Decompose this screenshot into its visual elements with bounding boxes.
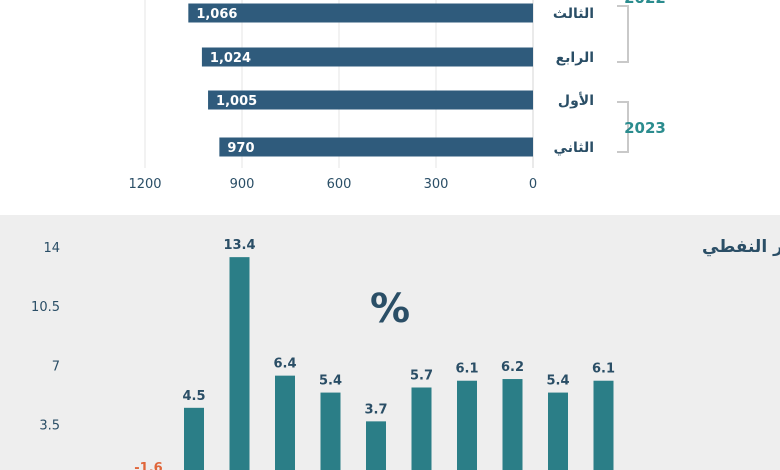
x-tick-label: 900 xyxy=(230,177,255,192)
bottom-panel xyxy=(0,215,780,470)
y-tick-label: 7 xyxy=(52,359,60,374)
x-tick-label: 1200 xyxy=(128,177,161,192)
bar-value-label: 970 xyxy=(227,141,254,156)
bar-value-label: 1,005 xyxy=(216,94,257,109)
bar xyxy=(184,407,204,470)
bar xyxy=(188,3,533,23)
bar xyxy=(219,137,533,157)
category-label: الثالث xyxy=(553,6,594,22)
x-tick-label: 600 xyxy=(327,177,352,192)
bar-value-label: 13.4 xyxy=(223,238,255,253)
year-label: 2022 xyxy=(624,0,666,7)
y-tick-label: 14 xyxy=(43,241,60,256)
bar xyxy=(320,392,341,470)
y-tick-label: 3.5 xyxy=(39,419,60,434)
category-label: الرابع xyxy=(556,50,594,66)
bar xyxy=(457,380,477,470)
y-tick-label: 10.5 xyxy=(31,300,60,315)
bar-value-label: 6.4 xyxy=(273,357,296,372)
bar-value-label: 5.4 xyxy=(319,374,342,389)
panel-divider-shape xyxy=(520,180,780,215)
x-tick-label: 0 xyxy=(529,177,537,192)
bar-value-label: -1.6 xyxy=(134,461,162,470)
bar xyxy=(201,47,533,67)
bar xyxy=(229,257,250,470)
bar-value-label: 1,066 xyxy=(196,7,237,22)
bar xyxy=(275,375,295,470)
bar xyxy=(502,379,523,470)
chart-title: نمو القطاع غير النفطي xyxy=(702,237,780,257)
year-label: 2023 xyxy=(624,119,666,137)
unit-label: % xyxy=(370,286,410,332)
bar xyxy=(548,392,568,470)
bar-value-label: 4.5 xyxy=(182,389,205,404)
year-bracket xyxy=(617,5,629,63)
x-tick-label: 300 xyxy=(424,177,449,192)
bar-value-label: 5.4 xyxy=(546,374,569,389)
year-bracket xyxy=(617,101,629,153)
bar xyxy=(593,380,614,470)
bar-value-label: 6.1 xyxy=(455,362,478,377)
bar-value-label: 5.7 xyxy=(410,368,433,383)
bar xyxy=(411,387,432,470)
bar-value-label: 1,024 xyxy=(210,51,251,66)
nonoil-growth-chart: 14 10.5 7 3.5 -1.6 4.5 13.4 6.4 5.4 3.7 5.7 6.1 6.2 5… xyxy=(31,238,615,470)
bar-value-label: 6.2 xyxy=(501,360,524,375)
bar xyxy=(208,90,534,110)
category-label: الثاني xyxy=(554,140,594,156)
bar-value-label: 6.1 xyxy=(592,362,615,377)
bar xyxy=(366,421,386,470)
category-label: الأول xyxy=(558,92,594,109)
bar-value-label: 3.7 xyxy=(364,402,387,417)
oil-bar-chart: 1,066 الثالث 1,024 الرابع 1,005 الأول 970 الثان… xyxy=(128,0,666,192)
